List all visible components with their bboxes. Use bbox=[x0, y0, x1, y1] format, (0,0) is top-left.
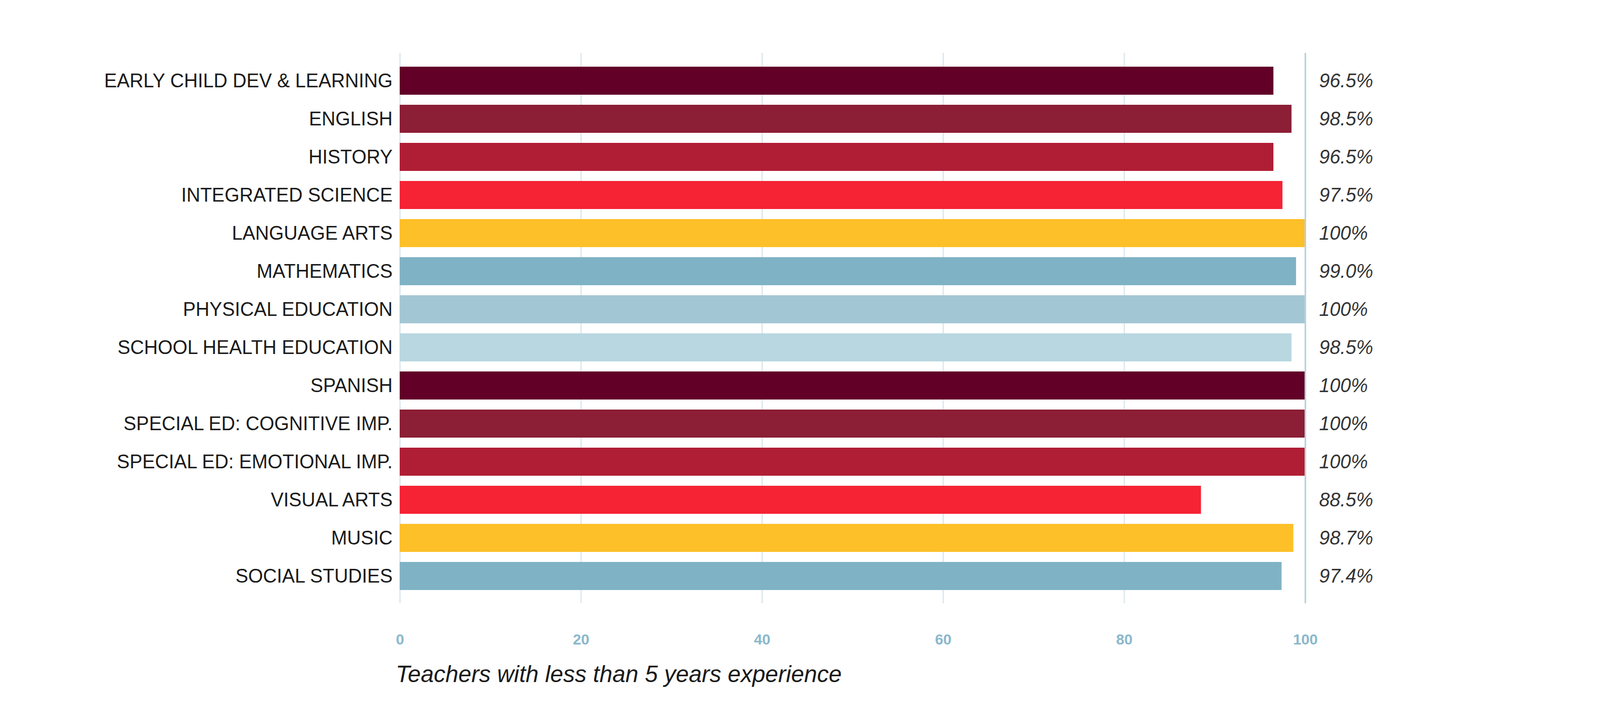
svg-text:SPECIAL ED: COGNITIVE IMP.: SPECIAL ED: COGNITIVE IMP. bbox=[123, 412, 393, 435]
svg-text:60: 60 bbox=[935, 631, 952, 649]
svg-text:100: 100 bbox=[1292, 631, 1318, 649]
svg-text:100%: 100% bbox=[1319, 298, 1369, 321]
svg-text:Teachers with less than 5 year: Teachers with less than 5 years experien… bbox=[396, 661, 842, 688]
svg-text:MUSIC: MUSIC bbox=[331, 527, 393, 550]
svg-text:ENGLISH: ENGLISH bbox=[308, 108, 393, 130]
svg-text:EARLY CHILD DEV & LEARNING: EARLY CHILD DEV & LEARNING bbox=[104, 69, 393, 92]
svg-text:MATHEMATICS: MATHEMATICS bbox=[256, 260, 393, 283]
svg-text:98.5%: 98.5% bbox=[1319, 108, 1374, 130]
svg-text:0: 0 bbox=[396, 631, 405, 649]
svg-text:100%: 100% bbox=[1319, 451, 1369, 473]
svg-text:LANGUAGE ARTS: LANGUAGE ARTS bbox=[231, 222, 393, 245]
svg-text:98.7%: 98.7% bbox=[1319, 527, 1374, 550]
svg-text:20: 20 bbox=[572, 631, 590, 649]
svg-text:PHYSICAL EDUCATION: PHYSICAL EDUCATION bbox=[182, 298, 393, 321]
svg-text:97.4%: 97.4% bbox=[1319, 565, 1374, 588]
svg-text:98.5%: 98.5% bbox=[1319, 336, 1374, 359]
svg-text:INTEGRATED SCIENCE: INTEGRATED SCIENCE bbox=[181, 184, 393, 206]
svg-text:SPANISH: SPANISH bbox=[310, 374, 393, 397]
svg-text:SCHOOL HEALTH EDUCATION: SCHOOL HEALTH EDUCATION bbox=[117, 336, 393, 359]
svg-text:100%: 100% bbox=[1319, 374, 1369, 397]
svg-text:99.0%: 99.0% bbox=[1319, 260, 1374, 283]
svg-text:SOCIAL STUDIES: SOCIAL STUDIES bbox=[235, 565, 393, 588]
svg-text:VISUAL ARTS: VISUAL ARTS bbox=[270, 489, 393, 511]
svg-text:80: 80 bbox=[1116, 631, 1133, 649]
svg-text:HISTORY: HISTORY bbox=[308, 146, 393, 168]
svg-text:96.5%: 96.5% bbox=[1319, 146, 1374, 168]
svg-text:40: 40 bbox=[753, 631, 771, 649]
svg-text:97.5%: 97.5% bbox=[1319, 184, 1374, 206]
svg-text:SPECIAL ED: EMOTIONAL IMP.: SPECIAL ED: EMOTIONAL IMP. bbox=[117, 451, 393, 473]
svg-text:100%: 100% bbox=[1319, 222, 1369, 245]
svg-text:88.5%: 88.5% bbox=[1319, 489, 1374, 511]
svg-text:96.5%: 96.5% bbox=[1319, 69, 1374, 92]
svg-text:100%: 100% bbox=[1319, 412, 1369, 435]
